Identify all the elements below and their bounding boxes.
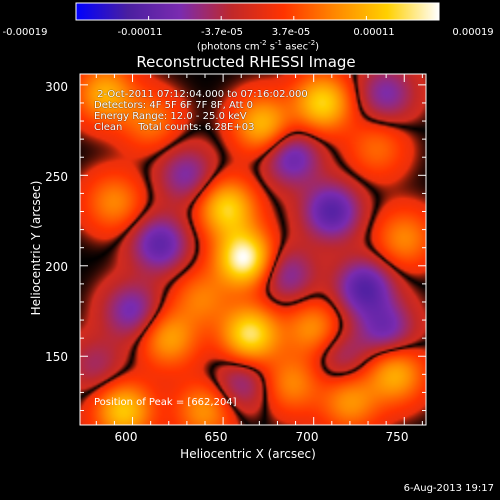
annotation-detectors: Detectors: 4F 5F 6F 7F 8F, Att 0 [94, 100, 254, 111]
y-tick-label: 200 [45, 260, 68, 274]
colorbar-tick-label: 3.7e-05 [271, 27, 311, 38]
x-tick-label: 650 [204, 430, 228, 444]
y-tick-label: 250 [45, 170, 68, 184]
y-tick-label: 150 [45, 350, 68, 364]
colorbar-tick-label: -0.00019 [2, 27, 48, 38]
annotation-time-range: 2-Oct-2011 07:12:04.000 to 07:16:02.000 [94, 89, 308, 100]
axis-tickmarks [80, 74, 426, 425]
annotation-clean-counts: Clean Total counts: 6.28E+03 [94, 122, 255, 133]
colorbar-tick-label: 0.00011 [353, 27, 395, 38]
colorbar [75, 2, 440, 21]
colorbar-tick-label: -0.00011 [117, 27, 163, 38]
colorbar-tick-label: 0.00019 [452, 27, 494, 38]
colorbar-units: (photons cm-2 s-1 asec-2) [196, 39, 320, 53]
x-axis-label: Heliocentric X (arcsec) [180, 447, 316, 461]
heatmap-image [80, 74, 426, 425]
y-tick-label: 300 [45, 80, 68, 94]
footer-date: 6-Aug-2013 19:17 [403, 483, 494, 494]
chart-title: Reconstructed RHESSI Image [136, 53, 356, 71]
plot-frame [79, 73, 427, 426]
x-tick-label: 700 [295, 430, 319, 444]
annotation-peak-position: Position of Peak = [662,204] [94, 397, 237, 408]
x-tick-label: 750 [385, 430, 409, 444]
colorbar-tickmarks [75, 16, 440, 20]
annotation-energy-range: Energy Range: 12.0 - 25.0 keV [94, 111, 247, 122]
colorbar-gradient [75, 2, 440, 21]
colorbar-tick-label: -3.7e-05 [201, 27, 243, 38]
y-axis-label: Heliocentric Y (arcsec) [29, 180, 43, 316]
x-tick-label: 600 [114, 430, 138, 444]
